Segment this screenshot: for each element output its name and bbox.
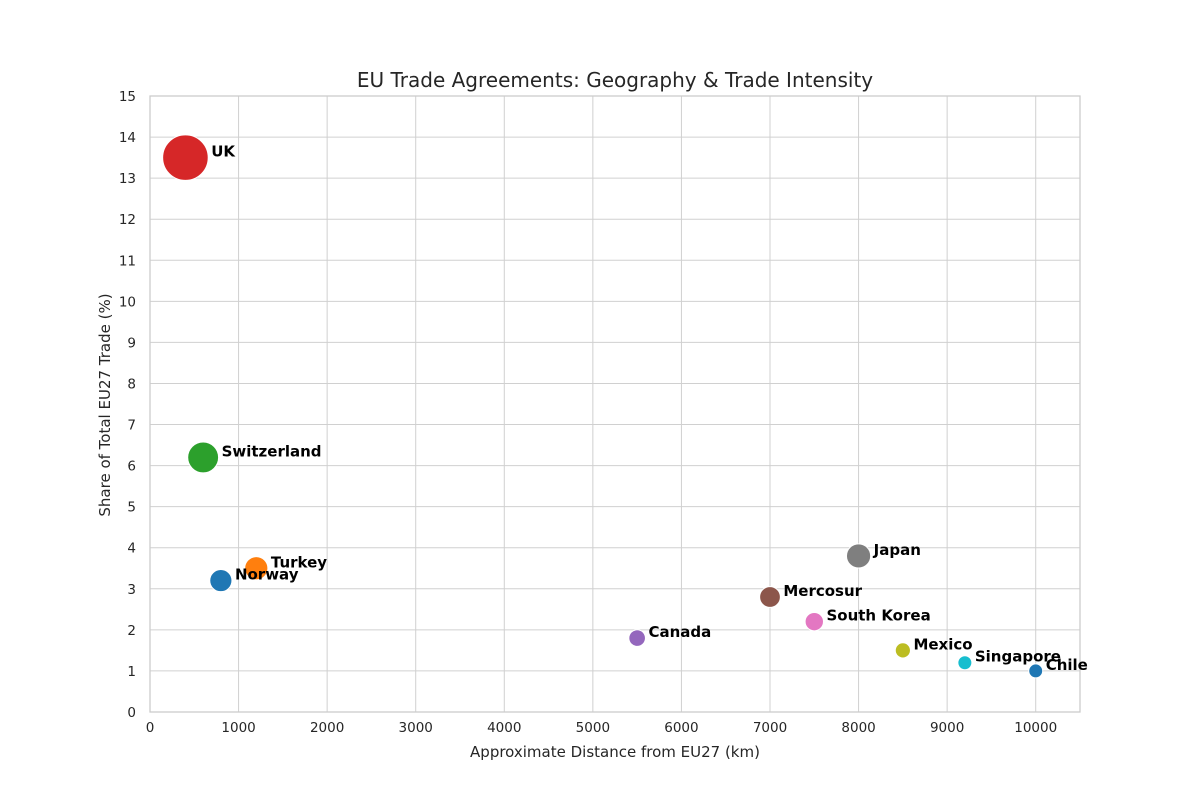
point-label: South Korea	[826, 607, 930, 625]
data-point	[759, 586, 781, 608]
point-label: Singapore	[975, 648, 1061, 666]
x-tick-label: 8000	[841, 720, 875, 736]
y-tick-label: 8	[127, 376, 136, 392]
data-point	[845, 543, 872, 569]
data-point	[244, 556, 269, 581]
point-label: Canada	[648, 623, 711, 641]
y-tick-label: 14	[119, 130, 136, 146]
data-point	[209, 568, 233, 593]
y-tick-label: 4	[127, 541, 136, 557]
data-point	[187, 441, 220, 474]
grid-lines	[149, 95, 1080, 713]
x-tick-label: 1000	[221, 720, 255, 736]
x-axis-ticks: 0 1000 2000 3000 4000 5000 6000 7000 8000 9000 100…	[146, 720, 1057, 736]
data-point	[1028, 663, 1044, 679]
x-tick-label: 5000	[576, 720, 610, 736]
point-label: Norway	[235, 566, 299, 584]
chart-title: EU Trade Agreements: Geography & Trade I…	[357, 68, 873, 92]
x-tick-label: 7000	[753, 720, 787, 736]
x-tick-label: 4000	[487, 720, 521, 736]
point-label: Mexico	[913, 635, 972, 653]
y-tick-label: 12	[119, 212, 136, 228]
point-label: Turkey	[271, 553, 327, 571]
y-tick-label: 9	[127, 335, 136, 351]
data-point	[957, 655, 973, 671]
data-point	[162, 134, 209, 181]
plot-area-frame	[149, 95, 1081, 713]
y-tick-label: 11	[119, 253, 136, 269]
y-tick-label: 5	[127, 500, 136, 516]
x-tick-label: 6000	[664, 720, 698, 736]
y-tick-label: 1	[127, 664, 136, 680]
data-point	[804, 611, 824, 632]
x-tick-label: 9000	[930, 720, 964, 736]
point-label: UK	[211, 143, 236, 161]
point-label: Mercosur	[783, 582, 862, 600]
data-point	[628, 629, 646, 647]
x-tick-label: 2000	[310, 720, 344, 736]
y-axis-label: Share of Total EU27 Trade (%)	[96, 293, 114, 516]
y-tick-label: 7	[127, 418, 136, 434]
data-point	[894, 642, 911, 659]
y-tick-label: 10	[119, 294, 136, 310]
x-tick-label: 0	[146, 720, 155, 736]
point-label: Japan	[873, 541, 921, 559]
y-tick-label: 3	[127, 582, 136, 598]
y-tick-label: 6	[127, 459, 136, 475]
data-points	[162, 134, 1044, 679]
y-tick-label: 13	[119, 171, 136, 187]
point-label: Chile	[1046, 656, 1088, 674]
y-tick-label: 0	[127, 705, 136, 721]
x-axis-label: Approximate Distance from EU27 (km)	[470, 743, 760, 761]
point-label: Switzerland	[222, 442, 322, 460]
y-tick-label: 2	[127, 623, 136, 639]
y-tick-label: 15	[119, 89, 136, 105]
x-tick-label: 3000	[399, 720, 433, 736]
x-tick-label: 10000	[1014, 720, 1057, 736]
